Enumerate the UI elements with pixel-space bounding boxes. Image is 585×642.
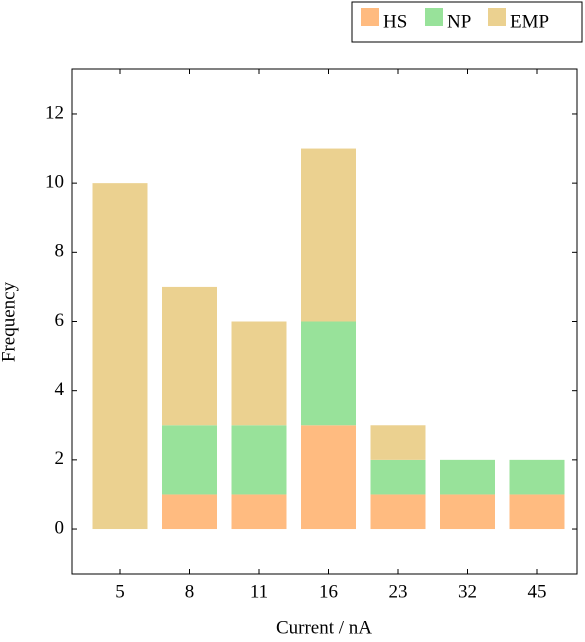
legend-swatch <box>488 8 506 26</box>
y-tick-label: 0 <box>55 517 65 538</box>
bar-segment <box>301 148 356 322</box>
y-tick-label: 8 <box>55 241 65 262</box>
bar-segment <box>162 286 217 426</box>
x-tick-label: 16 <box>319 581 338 602</box>
x-tick-label: 5 <box>115 581 125 602</box>
bar-segment <box>301 425 356 530</box>
legend-swatch <box>425 8 443 26</box>
bar-segment <box>301 321 356 426</box>
bar-segment <box>440 494 495 530</box>
y-axis-label: Frequency <box>0 281 19 362</box>
bar-segment <box>231 321 287 426</box>
x-tick-label: 11 <box>250 581 268 602</box>
legend-label: EMP <box>510 11 549 32</box>
legend-swatch <box>361 8 379 26</box>
x-tick-label: 8 <box>185 581 195 602</box>
bar-segment <box>231 494 287 530</box>
bar-segment <box>162 494 217 530</box>
bar-segment <box>370 494 426 530</box>
x-tick-label: 45 <box>528 581 547 602</box>
x-axis-label: Current / nA <box>276 617 372 638</box>
bar-segment <box>509 459 565 495</box>
y-tick-label: 2 <box>55 448 65 469</box>
y-tick-label: 6 <box>55 310 65 331</box>
legend-label: NP <box>447 11 471 32</box>
y-tick-label: 12 <box>45 102 64 123</box>
bar-segment <box>440 459 495 495</box>
bar-segment <box>231 425 287 495</box>
bar-segment <box>92 183 148 530</box>
legend-label: HS <box>383 11 407 32</box>
x-tick-label: 32 <box>458 581 477 602</box>
bar-segment <box>162 425 217 495</box>
x-tick-label: 23 <box>389 581 408 602</box>
bar-segment <box>509 494 565 530</box>
y-tick-label: 4 <box>55 379 65 400</box>
bar-segment <box>370 459 426 495</box>
bar-segment <box>370 425 426 460</box>
legend <box>351 1 583 43</box>
y-tick-label: 10 <box>45 172 64 193</box>
